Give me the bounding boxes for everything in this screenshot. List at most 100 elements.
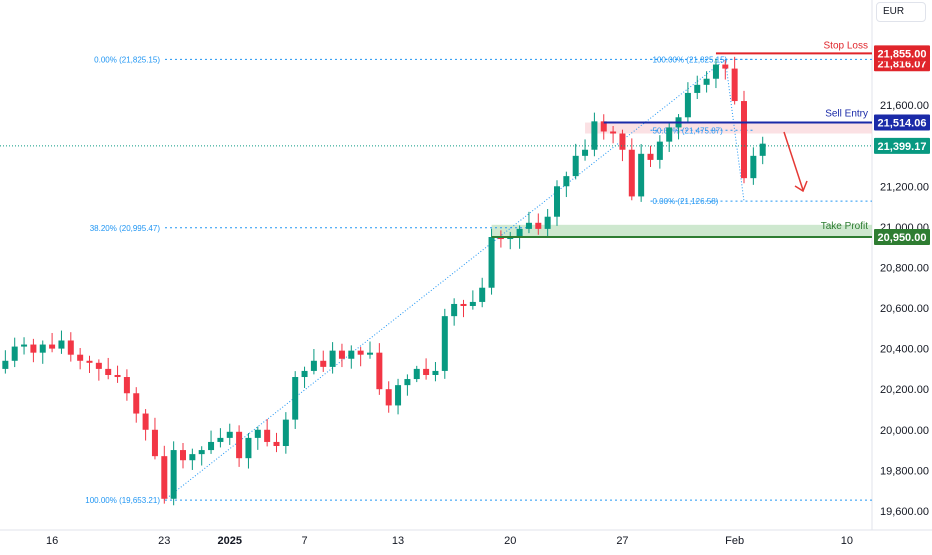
candle (123, 377, 130, 394)
candle (413, 368, 420, 380)
candle (731, 68, 738, 102)
candle (21, 344, 28, 347)
candle (469, 301, 476, 306)
candle (703, 78, 710, 85)
fib-trendline (163, 59, 726, 501)
candle (488, 237, 495, 288)
candle (142, 413, 149, 430)
candle (582, 149, 589, 156)
x-tick-label: 16 (46, 535, 58, 547)
candle (600, 121, 607, 132)
candle (39, 344, 46, 353)
candle (254, 429, 261, 438)
y-tick-label: 19,600.00 (880, 506, 929, 518)
sell-entry-tag-text: 21,514.06 (878, 118, 927, 130)
candle (67, 340, 74, 355)
candle (656, 141, 663, 160)
candle (544, 216, 551, 229)
candle (759, 143, 766, 156)
y-tick-label: 20,600.00 (880, 303, 929, 315)
candle (86, 360, 93, 363)
candle (301, 370, 308, 378)
y-axis: 21,600.0021,400.0021,200.0021,000.0020,8… (880, 100, 929, 518)
levels-layer: Stop Loss Sell Entry Take Profit (0, 40, 872, 239)
candle (114, 374, 121, 378)
candle (133, 393, 140, 414)
projection-arrowhead (794, 180, 808, 193)
candle (30, 344, 37, 353)
candle (712, 64, 719, 79)
fib-label: 50.00% (21,475.87) (653, 126, 724, 135)
stop-loss-tag-text: 21,855.00 (878, 48, 927, 60)
y-tick-label: 20,200.00 (880, 384, 929, 396)
x-tick-label: 13 (392, 535, 404, 547)
stop-loss-tag (874, 45, 930, 62)
zone-layer (491, 122, 872, 238)
currency-selector[interactable]: EUR (876, 2, 926, 22)
take-profit-label: Take Profit (821, 221, 868, 232)
fib-label: 100.00% (21,825.15) (653, 55, 728, 64)
candle (385, 389, 392, 406)
candle (95, 362, 102, 369)
candle (432, 370, 439, 375)
grid-layer (0, 0, 932, 531)
candle (535, 222, 542, 229)
x-tick-label: Feb (725, 535, 744, 547)
candle (189, 454, 196, 461)
candle (105, 368, 112, 375)
candle (647, 153, 654, 160)
sell-entry-tag (874, 114, 930, 131)
candle (338, 350, 345, 359)
candle (610, 131, 617, 134)
candle (423, 368, 430, 375)
candle (245, 437, 252, 459)
fib-label: 0.00% (21,825.15) (94, 55, 160, 64)
candle (58, 340, 65, 349)
y-tick-label: 20,000.00 (880, 425, 929, 437)
candle (741, 101, 747, 179)
candle (320, 360, 327, 367)
stop-loss-label: Stop Loss (824, 40, 868, 51)
fib-label: 0.00% (21,126.58) (653, 197, 719, 206)
candle (525, 222, 532, 229)
candle (619, 133, 626, 150)
candle (310, 360, 317, 371)
candle (684, 92, 691, 118)
price-tags: 21,816.0721,855.0021,514.0621,399.1720,9… (874, 45, 930, 246)
sell-entry-label: Sell Entry (825, 109, 868, 120)
y-tick-label: 19,800.00 (880, 465, 929, 477)
candle (638, 153, 645, 197)
candle (460, 303, 467, 306)
candle (282, 419, 289, 447)
candle (198, 450, 205, 455)
candle (264, 429, 271, 442)
fib-label: 38.20% (20,995.47) (90, 224, 161, 233)
candle (170, 450, 177, 499)
sell-zone (585, 122, 872, 134)
x-tick-label: 20 (504, 535, 516, 547)
candle (441, 316, 448, 371)
candle (376, 352, 383, 390)
candle (329, 350, 336, 367)
candle (180, 450, 186, 461)
x-tick-label: 27 (616, 535, 628, 547)
candle (348, 350, 355, 359)
y-tick-label: 20,400.00 (880, 344, 929, 356)
candle (479, 287, 486, 302)
candle (236, 431, 243, 459)
current-price-tag (874, 137, 930, 154)
take-profit-tag (874, 229, 930, 246)
candle (750, 155, 757, 179)
candle (357, 350, 364, 355)
projection-arrow (783, 131, 804, 191)
current-price-tag-text: 21,399.17 (878, 141, 927, 153)
candle (451, 303, 458, 317)
candle (507, 237, 514, 240)
candle (666, 127, 673, 142)
candle (404, 379, 411, 386)
candle (151, 429, 158, 457)
candle (2, 360, 9, 369)
x-tick-label: 2025 (218, 535, 242, 547)
